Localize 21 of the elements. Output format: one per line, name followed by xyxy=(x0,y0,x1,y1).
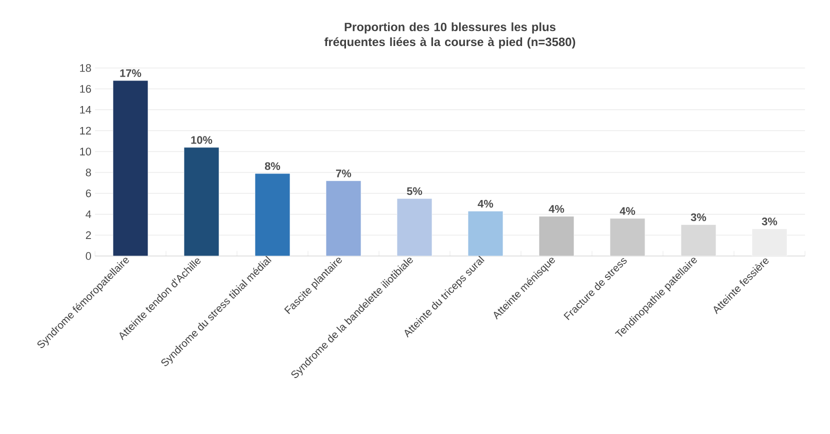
data-label: 3% xyxy=(690,213,706,222)
y-tick-label: 6 xyxy=(86,189,91,198)
y-tick-label: 4 xyxy=(86,210,92,218)
data-label: 17% xyxy=(120,69,142,78)
y-tick-label: 14 xyxy=(80,106,92,114)
y-tick-label: 18 xyxy=(80,64,91,72)
data-label: 7% xyxy=(336,170,352,178)
chart-title: Proportion des 10 blessures les plus fréquentes liées à la course à pied (n=3580) xyxy=(324,22,576,49)
y-tick-label: 16 xyxy=(80,85,91,93)
data-label: 4% xyxy=(548,205,564,213)
y-tick-label: 12 xyxy=(80,126,91,134)
data-label: 4% xyxy=(620,207,636,215)
data-label: 4% xyxy=(478,200,494,208)
y-tick-label: 10 xyxy=(80,148,92,156)
y-tick-label: 0 xyxy=(86,252,92,260)
data-label: 3% xyxy=(762,218,778,226)
y-tick-label: 2 xyxy=(86,231,91,239)
data-label: 8% xyxy=(264,162,280,170)
y-tick-label: 8 xyxy=(86,168,91,176)
data-label: 10% xyxy=(191,136,212,144)
data-label: 5% xyxy=(406,187,422,196)
